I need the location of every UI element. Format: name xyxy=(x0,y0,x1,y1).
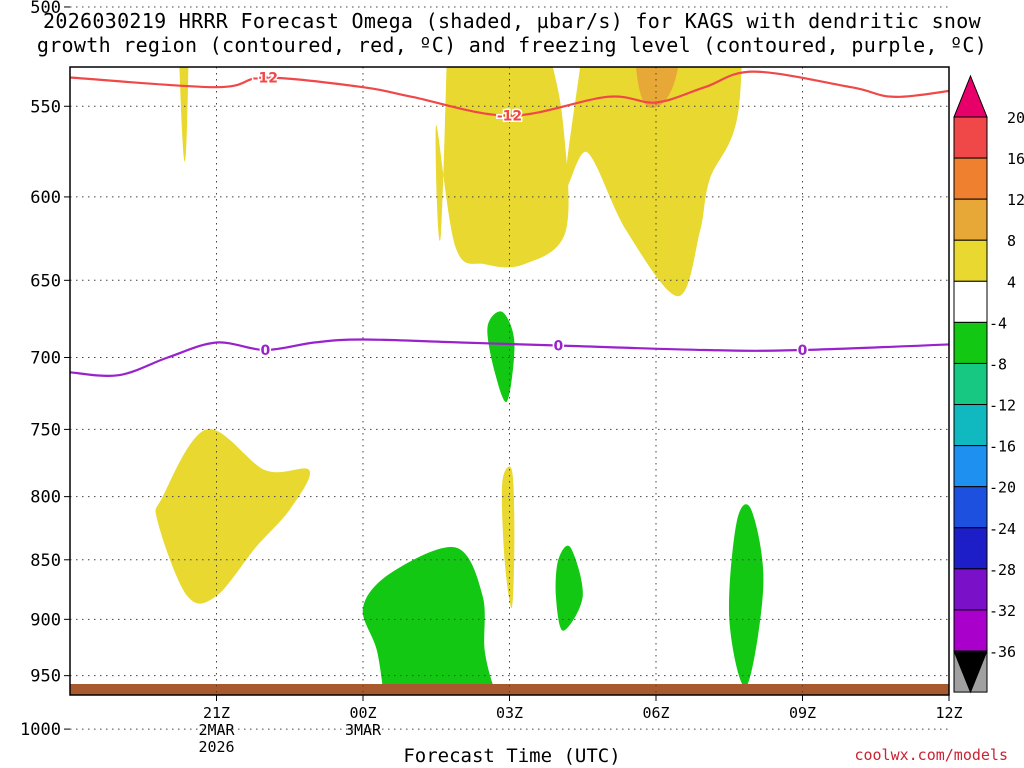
colorbar-label: -12 xyxy=(989,397,1016,415)
omega-area-0 xyxy=(179,67,189,162)
omega-area-12 xyxy=(728,504,764,688)
y-tick-label: 550 xyxy=(30,97,61,117)
y-tick-label: 700 xyxy=(30,349,61,369)
colorbar-label: 16 xyxy=(1007,150,1024,168)
omega-area-2 xyxy=(435,67,569,268)
y-tick-label: 1000 xyxy=(20,720,61,740)
colorbar-label: 4 xyxy=(1007,273,1016,291)
x-tick-label: 06Z xyxy=(642,704,669,722)
colorbar-band xyxy=(953,116,988,159)
colorbar-band xyxy=(953,362,988,406)
y-tick-label: 950 xyxy=(30,667,61,687)
colorbar-band xyxy=(953,568,988,611)
y-tick-label: 600 xyxy=(30,188,61,208)
isotherm-label: 0 xyxy=(798,343,808,359)
omega-area-4 xyxy=(565,67,742,297)
x-tick-label: 03Z xyxy=(496,704,523,722)
chart-title-line-1: 2026030219 HRRR Forecast Omega (shaded, … xyxy=(43,9,981,33)
y-tick-label: 500 xyxy=(30,0,61,18)
x-tick-label: 3MAR xyxy=(345,721,382,739)
colorbar-band xyxy=(953,239,988,282)
colorbar-band xyxy=(953,609,988,652)
colorbar-label: -4 xyxy=(989,314,1007,332)
colorbar-band xyxy=(953,404,988,447)
y-tick-label: 800 xyxy=(30,488,61,508)
isotherm-label: -12 xyxy=(253,70,278,86)
x-tick-label: 09Z xyxy=(789,704,816,722)
chart-title-line-2: growth region (contoured, red, ºC) and f… xyxy=(36,33,988,57)
colorbar-band xyxy=(953,486,988,529)
colorbar-label: 8 xyxy=(1007,232,1016,250)
colorbar-band xyxy=(953,527,988,570)
x-tick-label: 12Z xyxy=(935,704,962,722)
isotherm-line-m12 xyxy=(70,70,949,117)
colorbar-band xyxy=(953,321,988,364)
x-tick-label: 21Z xyxy=(203,704,230,722)
isotherm-label: 0 xyxy=(260,343,270,359)
x-tick-label: 2026 xyxy=(198,738,234,756)
x-tick-label: 2MAR xyxy=(198,721,235,739)
ground-layer xyxy=(70,684,949,695)
colorbar: 20 16 12 8 4 -4 -8 -12 -16 -20 -24 -28 -32 -36 xyxy=(953,74,1024,694)
omega-area-9 xyxy=(209,0,219,48)
isotherm-label: 0 xyxy=(553,339,563,355)
omega-area-7 xyxy=(635,67,679,108)
colorbar-label: -24 xyxy=(989,520,1016,538)
colorbar-band xyxy=(953,280,988,323)
y-tick-label: 900 xyxy=(30,610,61,630)
x-tick-label: 00Z xyxy=(349,704,376,722)
y-tick-label: 650 xyxy=(30,271,61,291)
colorbar-label: -36 xyxy=(989,643,1016,661)
colorbar-label: -8 xyxy=(989,355,1007,373)
colorbar-band xyxy=(953,157,988,200)
omega-area-3 xyxy=(501,466,515,609)
credit-link[interactable]: coolwx.com/models xyxy=(854,746,1008,764)
y-tick-label: 750 xyxy=(30,420,61,440)
omega-area-11 xyxy=(555,545,583,631)
colorbar-label: -20 xyxy=(989,479,1016,497)
omega-area-14 xyxy=(362,546,497,695)
isotherm-line-0 xyxy=(70,338,949,377)
omega-area-10 xyxy=(487,311,515,402)
axes-layer: 2503003504004505005506006507007508008509… xyxy=(20,0,963,756)
colorbar-top-arrow xyxy=(953,74,988,118)
colorbar-bottom-arrow xyxy=(953,650,988,694)
colorbar-label: -16 xyxy=(989,438,1016,456)
omega-area-1 xyxy=(155,429,311,604)
colorbar-label: 20 xyxy=(1007,109,1024,127)
colorbar-band xyxy=(953,445,988,488)
x-axis-label: Forecast Time (UTC) xyxy=(403,745,621,767)
ground-strip xyxy=(70,684,949,695)
omega-shading-layer xyxy=(155,0,932,695)
isotherm-label: -12 xyxy=(497,109,522,125)
colorbar-label: 12 xyxy=(1007,191,1024,209)
colorbar-band xyxy=(953,198,988,241)
y-tick-label: 850 xyxy=(30,551,61,571)
colorbar-label: -28 xyxy=(989,561,1016,579)
colorbar-label: -32 xyxy=(989,602,1016,620)
